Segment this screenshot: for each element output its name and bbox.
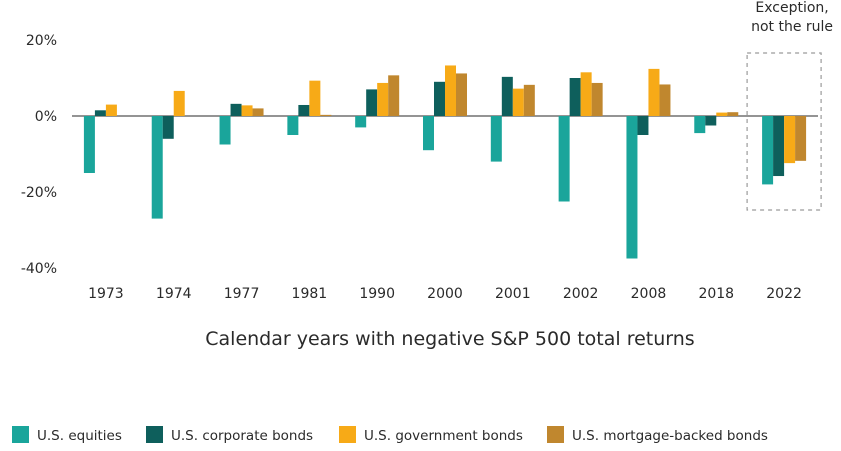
legend-swatch-u-s-corporate-bonds (146, 426, 163, 443)
bar-u-s-equities-2002 (558, 116, 570, 202)
y-axis: 20% 0% -20% -40% (21, 33, 57, 277)
bar-u-s-mortgage-backed-bonds-1981 (320, 114, 332, 116)
bar-u-s-government-bonds-2000 (445, 65, 456, 116)
bar-u-s-equities-1973 (83, 116, 95, 173)
bar-u-s-equities-2022 (762, 116, 774, 185)
y-tick-label: 20% (26, 33, 57, 49)
legend-label-u-s-government-bonds: U.S. government bonds (364, 428, 523, 444)
legend-label-u-s-mortgage-backed-bonds: U.S. mortgage-backed bonds (572, 428, 768, 444)
bar-u-s-mortgage-backed-bonds-2022 (795, 116, 807, 161)
x-tick-label: 1973 (88, 286, 124, 302)
x-tick-label: 1977 (224, 286, 260, 302)
bar-u-s-government-bonds-1973 (105, 104, 117, 116)
bar-u-s-corporate-bonds-2001 (501, 76, 513, 116)
x-axis: 1973 1974 1977 1981 1990 2000 2001 2002 2008 2018… (88, 286, 802, 302)
x-tick-label: 2001 (495, 286, 531, 302)
y-tick-label: -40% (21, 261, 57, 277)
bar-u-s-mortgage-backed-bonds-2008 (659, 84, 671, 116)
x-tick-label: 2000 (427, 286, 463, 302)
bar-u-s-equities-1981 (287, 116, 299, 135)
legend-label-u-s-corporate-bonds: U.S. corporate bonds (171, 428, 313, 444)
bar-u-s-mortgage-backed-bonds-2018 (727, 112, 739, 116)
bar-u-s-corporate-bonds-1973 (94, 110, 106, 116)
x-tick-label: 1981 (292, 286, 328, 302)
bar-u-s-government-bonds-2001 (512, 88, 524, 116)
bar-u-s-equities-1990 (355, 116, 367, 128)
bar-u-s-mortgage-backed-bonds-1990 (388, 75, 400, 116)
bar-u-s-equities-2001 (490, 116, 502, 162)
bar-u-s-mortgage-backed-bonds-2002 (591, 82, 603, 116)
x-tick-label: 1974 (156, 286, 192, 302)
bar-u-s-government-bonds-2008 (648, 68, 660, 116)
bar-u-s-government-bonds-1990 (377, 82, 389, 116)
bar-u-s-corporate-bonds-1981 (298, 104, 310, 116)
y-tick-label: -20% (21, 185, 57, 201)
bar-u-s-corporate-bonds-1974 (162, 116, 174, 139)
legend-swatch-u-s-equities (12, 426, 29, 443)
bar-u-s-government-bonds-2002 (580, 72, 592, 116)
bar-u-s-mortgage-backed-bonds-2001 (523, 84, 535, 116)
x-axis-label: Calendar years with negative S&P 500 tot… (205, 328, 694, 350)
legend: U.S. equities U.S. corporate bonds U.S. go… (12, 426, 768, 444)
bar-u-s-corporate-bonds-2018 (705, 116, 717, 126)
bar-u-s-equities-2008 (626, 116, 638, 259)
legend-label-u-s-equities: U.S. equities (37, 428, 122, 444)
bar-u-s-corporate-bonds-2008 (637, 116, 649, 135)
bar-series-group (83, 65, 807, 259)
annotation-line1: Exception, (755, 0, 828, 16)
bar-u-s-equities-2000 (423, 116, 434, 151)
bar-u-s-mortgage-backed-bonds-1977 (252, 108, 264, 116)
bar-u-s-equities-1977 (219, 116, 231, 145)
x-tick-label: 1990 (359, 286, 395, 302)
legend-swatch-u-s-government-bonds (339, 426, 356, 443)
bar-u-s-corporate-bonds-2000 (434, 81, 445, 116)
bar-u-s-government-bonds-1977 (241, 105, 253, 116)
bar-u-s-government-bonds-1974 (173, 90, 185, 116)
bar-u-s-government-bonds-2018 (716, 112, 728, 116)
bar-u-s-equities-1974 (151, 116, 163, 219)
x-tick-label: 2018 (698, 286, 734, 302)
bar-u-s-corporate-bonds-1977 (230, 103, 242, 116)
y-tick-label: 0% (35, 109, 57, 125)
bar-u-s-equities-2018 (694, 116, 706, 134)
x-tick-label: 2008 (631, 286, 667, 302)
bar-u-s-mortgage-backed-bonds-2000 (456, 73, 467, 116)
legend-swatch-u-s-mortgage-backed-bonds (547, 426, 564, 443)
bar-u-s-corporate-bonds-2022 (773, 116, 785, 177)
annotation-line2: not the rule (751, 19, 833, 35)
exception-annotation: Exception, not the rule (746, 0, 833, 211)
x-tick-label: 2002 (563, 286, 599, 302)
bar-u-s-corporate-bonds-2002 (569, 78, 581, 116)
annotation-box (746, 52, 822, 211)
bar-u-s-government-bonds-2022 (784, 116, 796, 164)
x-tick-label: 2022 (766, 286, 802, 302)
bar-u-s-government-bonds-1981 (309, 80, 321, 116)
bar-u-s-corporate-bonds-1990 (366, 89, 378, 116)
